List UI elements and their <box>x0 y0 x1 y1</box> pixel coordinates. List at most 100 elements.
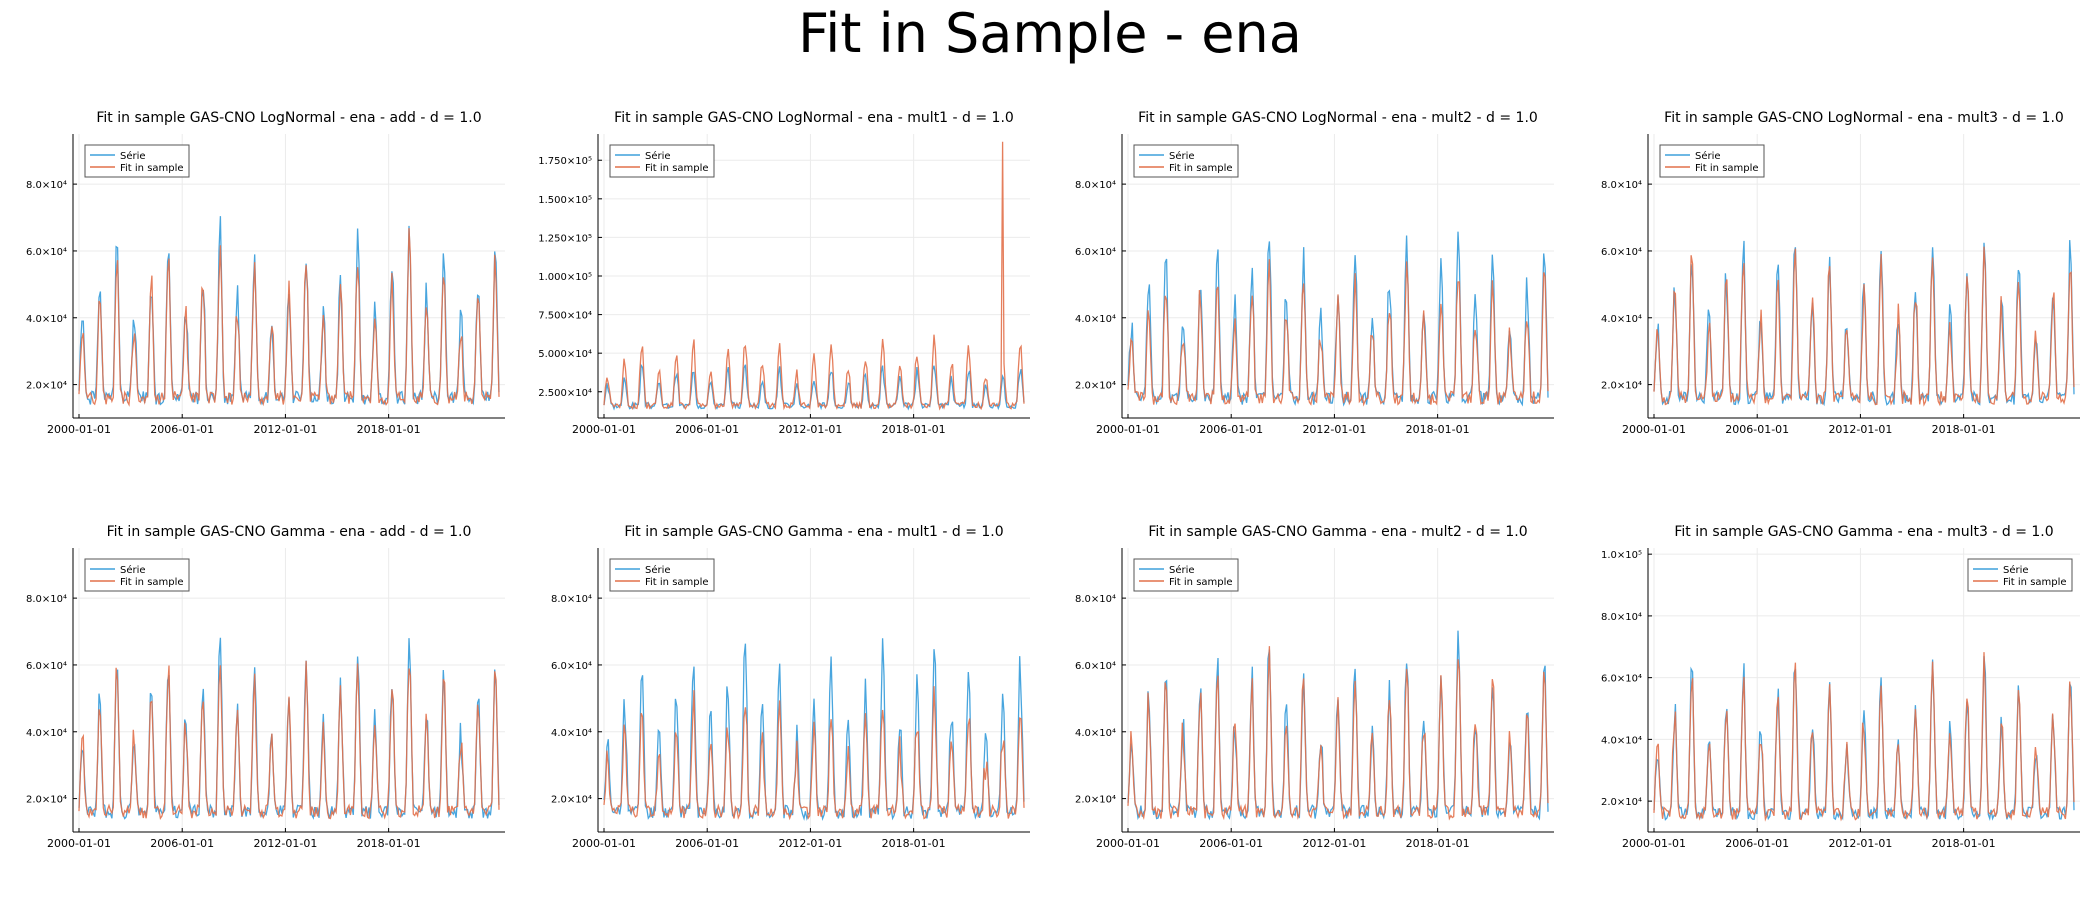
legend-label: Série <box>1169 150 1195 162</box>
y-tick-label: 2.0×10⁴ <box>1601 381 1642 392</box>
y-tick-label: 6.0×10⁴ <box>26 661 67 672</box>
x-tick-label: 2018-01-01 <box>882 423 946 436</box>
y-tick-label: 8.0×10⁴ <box>1601 180 1642 191</box>
x-tick-label: 2012-01-01 <box>1828 423 1892 436</box>
legend-box <box>84 144 190 178</box>
x-tick-label: 2006-01-01 <box>675 423 739 436</box>
chart-panel: Fit in sample GAS-CNO Gamma - ena - add … <box>26 524 505 850</box>
y-tick-label: 2.0×10⁴ <box>1601 797 1642 808</box>
x-tick-label: 2012-01-01 <box>1302 837 1366 850</box>
chart-title: Fit in sample GAS-CNO Gamma - ena - mult… <box>1674 524 2053 540</box>
y-tick-label: 2.0×10⁴ <box>1075 795 1116 806</box>
figure-title: Fit in Sample - ena <box>798 2 1302 65</box>
chart-title: Fit in sample GAS-CNO Gamma - ena - add … <box>107 524 472 540</box>
series-line-serie <box>603 363 1025 411</box>
x-tick-label: 2000-01-01 <box>1096 423 1160 436</box>
series-line-fit <box>603 686 1025 821</box>
x-tick-label: 2006-01-01 <box>1199 837 1263 850</box>
series-line-fit <box>1653 246 2075 407</box>
legend-label: Fit in sample <box>2003 577 2067 588</box>
y-tick-label: 8.0×10⁴ <box>1075 594 1116 605</box>
y-tick-label: 4.0×10⁴ <box>1601 735 1642 746</box>
chart-title: Fit in sample GAS-CNO Gamma - ena - mult… <box>624 524 1003 540</box>
y-tick-label: 4.0×10⁴ <box>1075 728 1116 739</box>
legend-box <box>609 144 715 178</box>
chart-panel: Fit in sample GAS-CNO Gamma - ena - mult… <box>1075 524 1554 850</box>
x-tick-label: 2012-01-01 <box>253 837 317 850</box>
series-line-fit <box>78 660 500 821</box>
y-tick-label: 2.500×10⁴ <box>538 388 592 399</box>
series-line-serie <box>1127 630 1549 821</box>
y-tick-label: 1.000×10⁵ <box>538 272 592 283</box>
legend-box <box>1133 144 1239 178</box>
y-tick-label: 2.0×10⁴ <box>26 381 67 392</box>
x-tick-label: 2000-01-01 <box>572 423 636 436</box>
chart-panel: Fit in sample GAS-CNO Gamma - ena - mult… <box>1601 524 2080 850</box>
x-tick-label: 2000-01-01 <box>1622 837 1686 850</box>
x-tick-label: 2000-01-01 <box>1622 423 1686 436</box>
x-tick-label: 2000-01-01 <box>47 423 111 436</box>
y-tick-label: 6.0×10⁴ <box>1075 247 1116 258</box>
y-tick-label: 1.750×10⁵ <box>538 156 592 167</box>
x-tick-label: 2012-01-01 <box>1302 423 1366 436</box>
y-tick-label: 6.0×10⁴ <box>551 661 592 672</box>
x-tick-label: 2012-01-01 <box>778 423 842 436</box>
x-tick-label: 2006-01-01 <box>150 837 214 850</box>
legend-label: Série <box>1695 150 1721 162</box>
legend-label: Série <box>645 150 671 162</box>
legend-box <box>84 558 190 592</box>
y-tick-label: 8.0×10⁴ <box>1075 180 1116 191</box>
y-tick-label: 4.0×10⁴ <box>1601 314 1642 325</box>
chart-title: Fit in sample GAS-CNO LogNormal - ena - … <box>96 110 481 126</box>
y-tick-label: 8.0×10⁴ <box>26 594 67 605</box>
legend-label: Série <box>645 564 671 576</box>
series-line-serie <box>78 216 500 406</box>
y-tick-label: 6.0×10⁴ <box>26 247 67 258</box>
x-tick-label: 2018-01-01 <box>357 837 421 850</box>
y-tick-label: 4.0×10⁴ <box>1075 314 1116 325</box>
x-tick-label: 2006-01-01 <box>1725 837 1789 850</box>
chart-title: Fit in sample GAS-CNO LogNormal - ena - … <box>1664 110 2064 126</box>
legend-label: Série <box>120 564 146 576</box>
chart-panel: Fit in sample GAS-CNO LogNormal - ena - … <box>1075 110 1554 436</box>
y-tick-label: 8.0×10⁴ <box>26 180 67 191</box>
x-tick-label: 2018-01-01 <box>1932 837 1996 850</box>
legend-label: Fit in sample <box>120 163 184 174</box>
x-tick-label: 2006-01-01 <box>150 423 214 436</box>
legend-label: Fit in sample <box>645 577 709 588</box>
y-tick-label: 2.0×10⁴ <box>551 795 592 806</box>
y-tick-label: 6.0×10⁴ <box>1601 247 1642 258</box>
legend-label: Série <box>2003 564 2029 576</box>
y-tick-label: 1.500×10⁵ <box>538 195 592 206</box>
legend-box <box>1133 558 1239 592</box>
y-tick-label: 1.0×10⁵ <box>1601 550 1642 561</box>
chart-panel: Fit in sample GAS-CNO LogNormal - ena - … <box>538 110 1030 436</box>
y-tick-label: 4.0×10⁴ <box>26 314 67 325</box>
y-tick-label: 1.250×10⁵ <box>538 233 592 244</box>
x-tick-label: 2006-01-01 <box>1199 423 1263 436</box>
y-tick-label: 6.0×10⁴ <box>1075 661 1116 672</box>
series-line-fit <box>603 141 1025 411</box>
chart-title: Fit in sample GAS-CNO LogNormal - ena - … <box>1138 110 1538 126</box>
y-tick-label: 6.0×10⁴ <box>1601 674 1642 685</box>
legend-box <box>1659 144 1765 178</box>
chart-title: Fit in sample GAS-CNO LogNormal - ena - … <box>614 110 1014 126</box>
chart-panel: Fit in sample GAS-CNO LogNormal - ena - … <box>26 110 505 436</box>
series-line-fit <box>1127 646 1549 821</box>
series-line-serie <box>1653 240 2075 407</box>
legend-label: Fit in sample <box>1169 163 1233 174</box>
legend-label: Série <box>1169 564 1195 576</box>
x-tick-label: 2018-01-01 <box>357 423 421 436</box>
series-line-fit <box>78 228 500 407</box>
y-tick-label: 8.0×10⁴ <box>551 594 592 605</box>
x-tick-label: 2018-01-01 <box>882 837 946 850</box>
series-line-fit <box>1127 259 1549 407</box>
y-tick-label: 8.0×10⁴ <box>1601 612 1642 623</box>
legend-label: Fit in sample <box>1695 163 1759 174</box>
y-tick-label: 2.0×10⁴ <box>1075 381 1116 392</box>
legend-label: Série <box>120 150 146 162</box>
chart-panel: Fit in sample GAS-CNO LogNormal - ena - … <box>1601 110 2080 436</box>
x-tick-label: 2018-01-01 <box>1406 837 1470 850</box>
x-tick-label: 2000-01-01 <box>1096 837 1160 850</box>
